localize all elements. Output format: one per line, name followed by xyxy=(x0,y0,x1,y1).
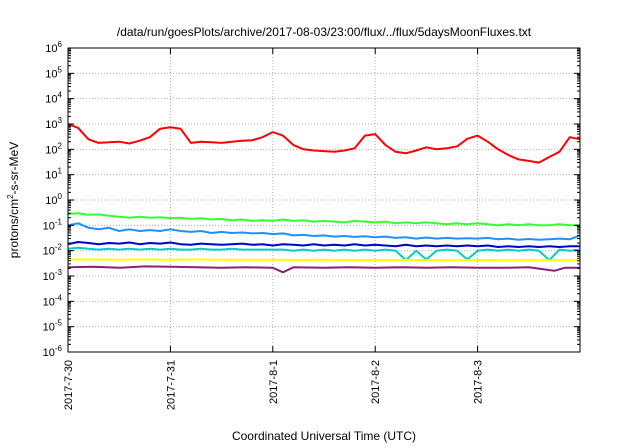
axis-ticks xyxy=(67,47,580,353)
y-tick-label-exp: 5 xyxy=(58,65,63,74)
y-tick-label-exp: 0 xyxy=(58,192,63,201)
y-tick-label: 100 xyxy=(45,192,62,207)
y-tick-label-base: 10 xyxy=(45,94,57,106)
y-axis-label: protons/cm2-s-sr-MeV xyxy=(6,142,21,258)
y-tick-label-base: 10 xyxy=(43,296,55,308)
y-tick-label-base: 10 xyxy=(43,322,55,334)
y-tick-label: 10-3 xyxy=(43,268,63,283)
y-tick-label-exp: -1 xyxy=(55,217,63,226)
y-tick-label-exp: 6 xyxy=(58,40,63,49)
y-tick-label: 105 xyxy=(45,65,62,80)
y-tick-label: 104 xyxy=(45,91,62,106)
y-tick-label-base: 10 xyxy=(43,220,55,232)
y-tick-label: 10-6 xyxy=(43,344,63,359)
y-tick-label: 106 xyxy=(45,40,62,55)
series-lines xyxy=(67,123,581,274)
y-axis-label-sup: 2 xyxy=(6,194,15,199)
y-tick-label-exp: 2 xyxy=(58,141,63,150)
y-tick-label-base: 10 xyxy=(45,43,57,55)
series-line xyxy=(67,123,581,164)
y-tick-label: 102 xyxy=(45,141,62,156)
y-tick-label-exp: -6 xyxy=(55,344,63,353)
series-line xyxy=(67,241,580,248)
series-line xyxy=(67,212,580,227)
x-axis-label: Coordinated Universal Time (UTC) xyxy=(232,429,416,443)
x-tick-label: 2017-8-2 xyxy=(370,360,382,404)
x-tick-label: 2017-8-1 xyxy=(268,360,280,404)
y-tick-label-exp: -2 xyxy=(55,243,63,252)
series-line xyxy=(67,265,580,274)
series-line xyxy=(67,222,581,241)
y-tick-label: 10-4 xyxy=(43,293,63,308)
y-tick-label: 10-5 xyxy=(43,319,63,334)
x-tick-label: 2017-7-30 xyxy=(63,360,75,410)
y-tick-label-exp: 3 xyxy=(58,116,63,125)
x-tick-label: 2017-8-3 xyxy=(473,360,485,404)
grid-lines xyxy=(68,48,580,352)
y-tick-label: 103 xyxy=(45,116,62,131)
y-axis-label-rest: -s-sr-MeV xyxy=(7,142,21,195)
x-tick-labels: 2017-7-30 2017-7-31 2017-8-1 2017-8-2 2017-8… xyxy=(63,360,485,410)
chart-title: /data/run/goesPlots/archive/2017-08-03/2… xyxy=(117,25,532,39)
y-tick-label-base: 10 xyxy=(43,347,55,359)
y-tick-label: 10-2 xyxy=(43,243,63,258)
y-tick-label-base: 10 xyxy=(45,170,57,182)
y-tick-label-exp: -3 xyxy=(55,268,63,277)
y-tick-label-base: 10 xyxy=(43,246,55,258)
y-tick-label-exp: 4 xyxy=(58,91,63,100)
y-tick-labels: 10-610-510-410-310-210-11001011021031041… xyxy=(43,40,63,359)
y-axis-label-base: protons/cm xyxy=(7,199,21,258)
series-line xyxy=(67,246,581,262)
y-tick-label-exp: 1 xyxy=(58,167,63,176)
y-tick-label-exp: -4 xyxy=(55,293,63,302)
y-tick-label-base: 10 xyxy=(45,144,57,156)
y-tick-label: 10-1 xyxy=(43,217,63,232)
series-line xyxy=(68,258,580,262)
y-tick-label-base: 10 xyxy=(45,195,57,207)
y-tick-label-exp: -5 xyxy=(55,319,63,328)
y-tick-label-base: 10 xyxy=(45,119,57,131)
y-tick-label-base: 10 xyxy=(43,271,55,283)
x-tick-label: 2017-7-31 xyxy=(165,360,177,410)
y-tick-label-base: 10 xyxy=(45,68,57,80)
y-tick-label: 101 xyxy=(45,167,62,182)
